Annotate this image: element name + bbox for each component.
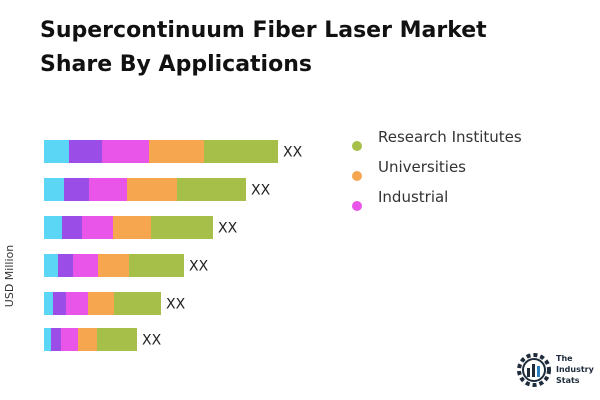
brand-logo: The Industry Stats <box>514 350 594 390</box>
bar-segment-row2-series5 <box>177 178 246 201</box>
bar-segment-row4-series2 <box>58 254 73 277</box>
bar-data-label: XX <box>251 183 271 199</box>
bar-segment-row4-series1 <box>44 254 58 277</box>
bar-segment-row3-series4 <box>113 216 151 239</box>
bar-segment-row3-series3 <box>82 216 113 239</box>
bar-segment-row2-series2 <box>64 178 89 201</box>
bar-segment-row5-series5 <box>114 292 161 315</box>
bar-segment-row5-series3 <box>66 292 88 315</box>
bar-segment-row1-series1 <box>44 140 69 163</box>
chart-title: Supercontinuum Fiber Laser Market Share … <box>40 18 487 77</box>
bar-segment-row2-series3 <box>89 178 127 201</box>
bar-segment-row6-series3 <box>61 328 78 351</box>
logo-text-line: Industry <box>556 365 594 374</box>
logo-text: The Industry Stats <box>556 353 594 386</box>
bar-segment-row5-series4 <box>88 292 114 315</box>
bar-data-label: XX <box>218 221 238 237</box>
bar-segment-row6-series2 <box>51 328 61 351</box>
bar-data-label: XX <box>166 297 186 313</box>
bar-segment-row1-series4 <box>149 140 204 163</box>
bar-data-label: XX <box>142 333 162 349</box>
bar-segment-row3-series1 <box>44 216 62 239</box>
bar-segment-row5-series2 <box>53 292 66 315</box>
bar-segment-row2-series4 <box>127 178 177 201</box>
logo-text-line: Stats <box>556 376 580 385</box>
legend-label: Industrial <box>378 188 449 206</box>
bar-segment-row2-series1 <box>44 178 64 201</box>
bar-segment-row3-series2 <box>62 216 82 239</box>
bar-segment-row6-series1 <box>44 328 51 351</box>
logo-text-line: The <box>556 354 573 363</box>
bar-segment-row5-series1 <box>44 292 53 315</box>
bar-segment-row6-series4 <box>78 328 97 351</box>
bar-segment-row4-series5 <box>129 254 184 277</box>
legend-marker <box>352 201 362 211</box>
legend-marker <box>352 141 362 151</box>
bar-segment-row6-series5 <box>97 328 137 351</box>
gear-factory-icon <box>517 353 551 387</box>
legend-marker <box>352 171 362 181</box>
bar-segment-row4-series3 <box>73 254 98 277</box>
bar-data-label: XX <box>283 145 303 161</box>
legend-label: Universities <box>378 158 467 176</box>
bar-data-label: XX <box>189 259 209 275</box>
bar-segment-row1-series2 <box>69 140 102 163</box>
bar-segment-row3-series5 <box>151 216 213 239</box>
legend-label: Research Institutes <box>378 128 522 146</box>
bar-segment-row1-series3 <box>102 140 149 163</box>
bar-segment-row1-series5 <box>204 140 278 163</box>
bar-segment-row4-series4 <box>98 254 129 277</box>
